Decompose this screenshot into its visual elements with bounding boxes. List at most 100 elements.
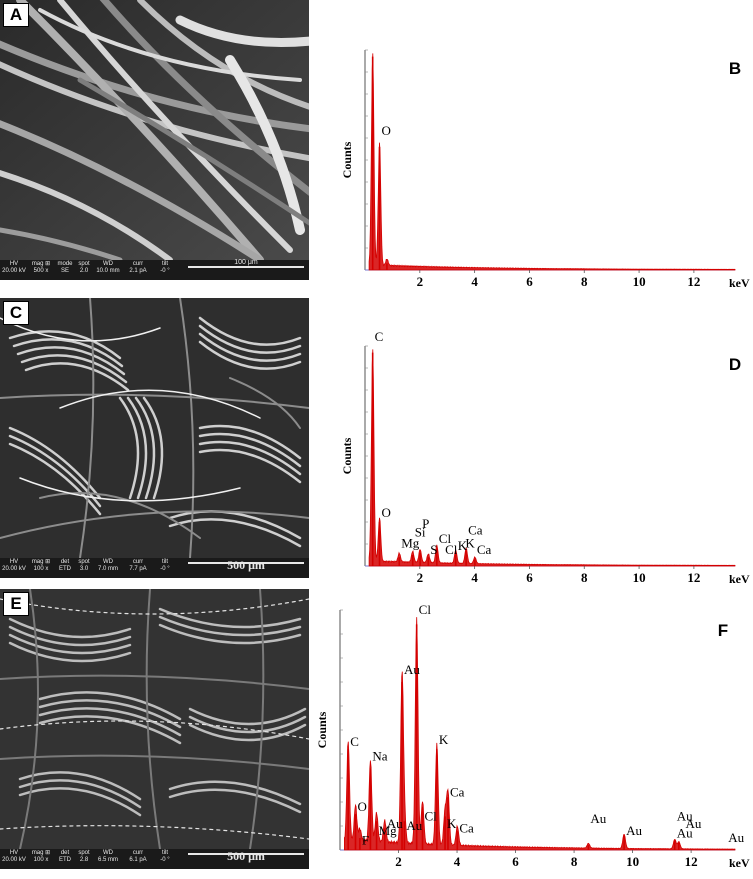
element-label: Cl (425, 809, 438, 824)
x-tick-label: 2 (395, 854, 402, 869)
sem-field-label: HV (9, 261, 19, 267)
edx-spectrum-d: 2 4 6 8 10 12 keV Counts C O Mg Si P S Cl Cl K K Ca Ca D (330, 329, 750, 596)
x-tick-label: 6 (526, 570, 533, 585)
sem-image-a: A HV 20.00 kV mag ⊞ 500 x mode SE spot 2.0 W… (0, 0, 309, 280)
element-label: Ca (477, 542, 492, 557)
spectrum-series (368, 53, 736, 271)
sem-field-label: curr (132, 261, 144, 267)
element-label: K (465, 536, 475, 551)
sem-field-label: spot (78, 559, 90, 565)
x-tick-label: 8 (581, 570, 588, 585)
element-label: K (439, 732, 449, 747)
element-label: O (358, 799, 367, 814)
element-label: S (430, 542, 437, 557)
sem-field-label: det (60, 850, 70, 856)
scale-bar: 100 μm (186, 259, 306, 278)
sem-databar-a: HV 20.00 kV mag ⊞ 500 x mode SE spot 2.0 WD 1… (0, 259, 309, 280)
element-label: Au (686, 816, 702, 831)
sem-field-label: WD (103, 850, 113, 856)
sem-field-value: -0 ° (160, 268, 170, 274)
sem-field-value: 100 x (33, 566, 49, 572)
element-label: Au (677, 809, 693, 824)
element-label: Mg (401, 536, 420, 551)
scale-bar: 500 μm (186, 558, 306, 576)
sem-field-value: 6.5 mm (97, 857, 118, 863)
x-tick-label: 10 (633, 274, 646, 289)
sem-fibers-a (0, 0, 309, 260)
panel-label-f: F (710, 620, 736, 642)
sem-image-c: C HV 20.00 kV mag ⊞ 100 x det ETD spot 3.0 W… (0, 298, 309, 578)
x-axis-label: keV (729, 856, 750, 870)
element-label: Ca (450, 785, 465, 800)
sem-field-label: curr (132, 559, 144, 565)
sem-field-label: tilt (162, 261, 168, 267)
sem-field-label: HV (9, 559, 19, 565)
sem-field-value: 7.0 mm (97, 566, 118, 572)
sem-field-value: 2.1 pA (129, 268, 147, 274)
x-tick-label: 4 (471, 274, 478, 289)
sem-databar-c: HV 20.00 kV mag ⊞ 100 x det ETD spot 3.0 WD 7… (0, 558, 309, 578)
scale-bar: 500 μm (186, 849, 306, 867)
sem-image-e: E HV 20.00 kV mag ⊞ 100 x det ETD spot 2.8 W… (0, 589, 309, 869)
element-label: Au (404, 662, 420, 677)
sem-field-value: 2.0 (79, 268, 89, 274)
sem-field-label: WD (103, 559, 113, 565)
element-label: F (362, 833, 369, 848)
element-label: Au (677, 825, 693, 840)
element-label: Si (415, 525, 426, 540)
panel-label-a: A (3, 3, 29, 27)
element-label: Au (590, 811, 606, 826)
scale-bar-label: 500 μm (227, 849, 265, 863)
sem-field-label: mag ⊞ (31, 261, 51, 267)
panel-label-c: C (3, 301, 29, 325)
y-axis-label: Counts (340, 437, 354, 474)
x-tick-label: 8 (581, 274, 588, 289)
spectrum-series (344, 617, 736, 851)
sem-field-value: 2.8 (79, 857, 89, 863)
element-label: Au (626, 823, 642, 838)
sem-field-value: 3.0 (79, 566, 89, 572)
element-label: K (458, 538, 468, 553)
element-label: Cl (439, 531, 452, 546)
x-tick-label: 10 (633, 570, 646, 585)
sem-field-label: spot (78, 261, 90, 267)
x-tick-label: 10 (626, 854, 639, 869)
element-label: Au (406, 818, 422, 833)
element-label: Cl (419, 602, 432, 617)
panel-label-e: E (3, 592, 29, 616)
edx-spectrum-b: 2 4 6 8 10 12 keV Counts O B (330, 40, 750, 300)
x-tick-label: 2 (417, 570, 424, 585)
edx-spectrum-f: 2 4 6 8 10 12 keV Counts C O F Na Mg Au Au Au Cl Cl K K Ca Ca… (300, 600, 750, 875)
spectrum-series (368, 349, 736, 567)
element-label: Na (372, 749, 387, 764)
element-label: P (422, 516, 429, 531)
sem-field-value: 100 x (33, 857, 49, 863)
element-label: Ca (468, 522, 483, 537)
sem-field-value: 10.0 mm (96, 268, 120, 274)
x-axis-label: keV (729, 276, 750, 290)
scale-bar-label: 500 μm (227, 558, 265, 572)
sem-fibers-e (0, 589, 309, 849)
x-tick-label: 6 (526, 274, 533, 289)
element-label: Au (728, 830, 744, 845)
sem-field-label: mag ⊞ (31, 559, 51, 565)
sem-field-label: mode (57, 261, 73, 267)
sem-field-value: 500 x (33, 268, 49, 274)
sem-field-value: 20.00 kV (2, 566, 26, 572)
sem-field-value: ETD (59, 566, 71, 572)
x-tick-label: 6 (512, 854, 519, 869)
element-label: Au (387, 816, 403, 831)
sem-field-value: 6.1 pA (129, 857, 147, 863)
element-label: Ca (459, 821, 474, 836)
sem-fibers-c (0, 298, 309, 558)
scale-bar-label: 100 μm (234, 259, 258, 266)
sem-field-label: HV (9, 850, 19, 856)
sem-field-value: ETD (59, 857, 71, 863)
sem-field-value: 20.00 kV (2, 268, 26, 274)
element-label: Cl (445, 542, 458, 557)
element-label: K (447, 816, 457, 831)
sem-field-value: SE (60, 268, 69, 274)
panel-label-d: D (722, 354, 748, 376)
